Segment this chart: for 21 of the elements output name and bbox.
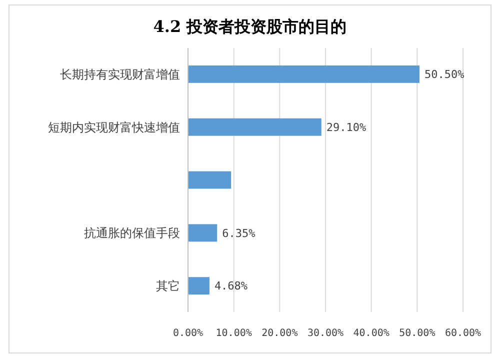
x-tick-label: 60.00% [444,328,482,339]
bar [188,118,322,136]
y-tick-label: 抗通胀的保值手段 [84,226,180,240]
bar [188,224,218,242]
y-tick-label: 长期持有实现财富增值 [60,67,180,82]
bar [188,171,232,189]
data-label: 29.10% [326,120,366,134]
x-tick-label: 0.00% [172,328,204,339]
y-tick-label: 其它 [156,279,180,294]
data-label: 6.35% [222,226,256,240]
data-label: 50.50% [424,68,465,82]
x-tick-label: 20.00% [262,328,298,339]
data-label: 4.68% [214,280,248,293]
x-tick-label: 40.00% [353,328,390,339]
y-tick-label: 短期内实现财富快速增值 [48,120,180,134]
x-tick-label: 10.00% [216,328,252,339]
bar [188,277,210,295]
chart-title: 4.2 投资者投资股市的目的 [153,17,347,36]
x-tick-label: 50.00% [399,328,436,339]
x-tick-label: 30.00% [307,328,344,339]
bar [188,65,420,83]
